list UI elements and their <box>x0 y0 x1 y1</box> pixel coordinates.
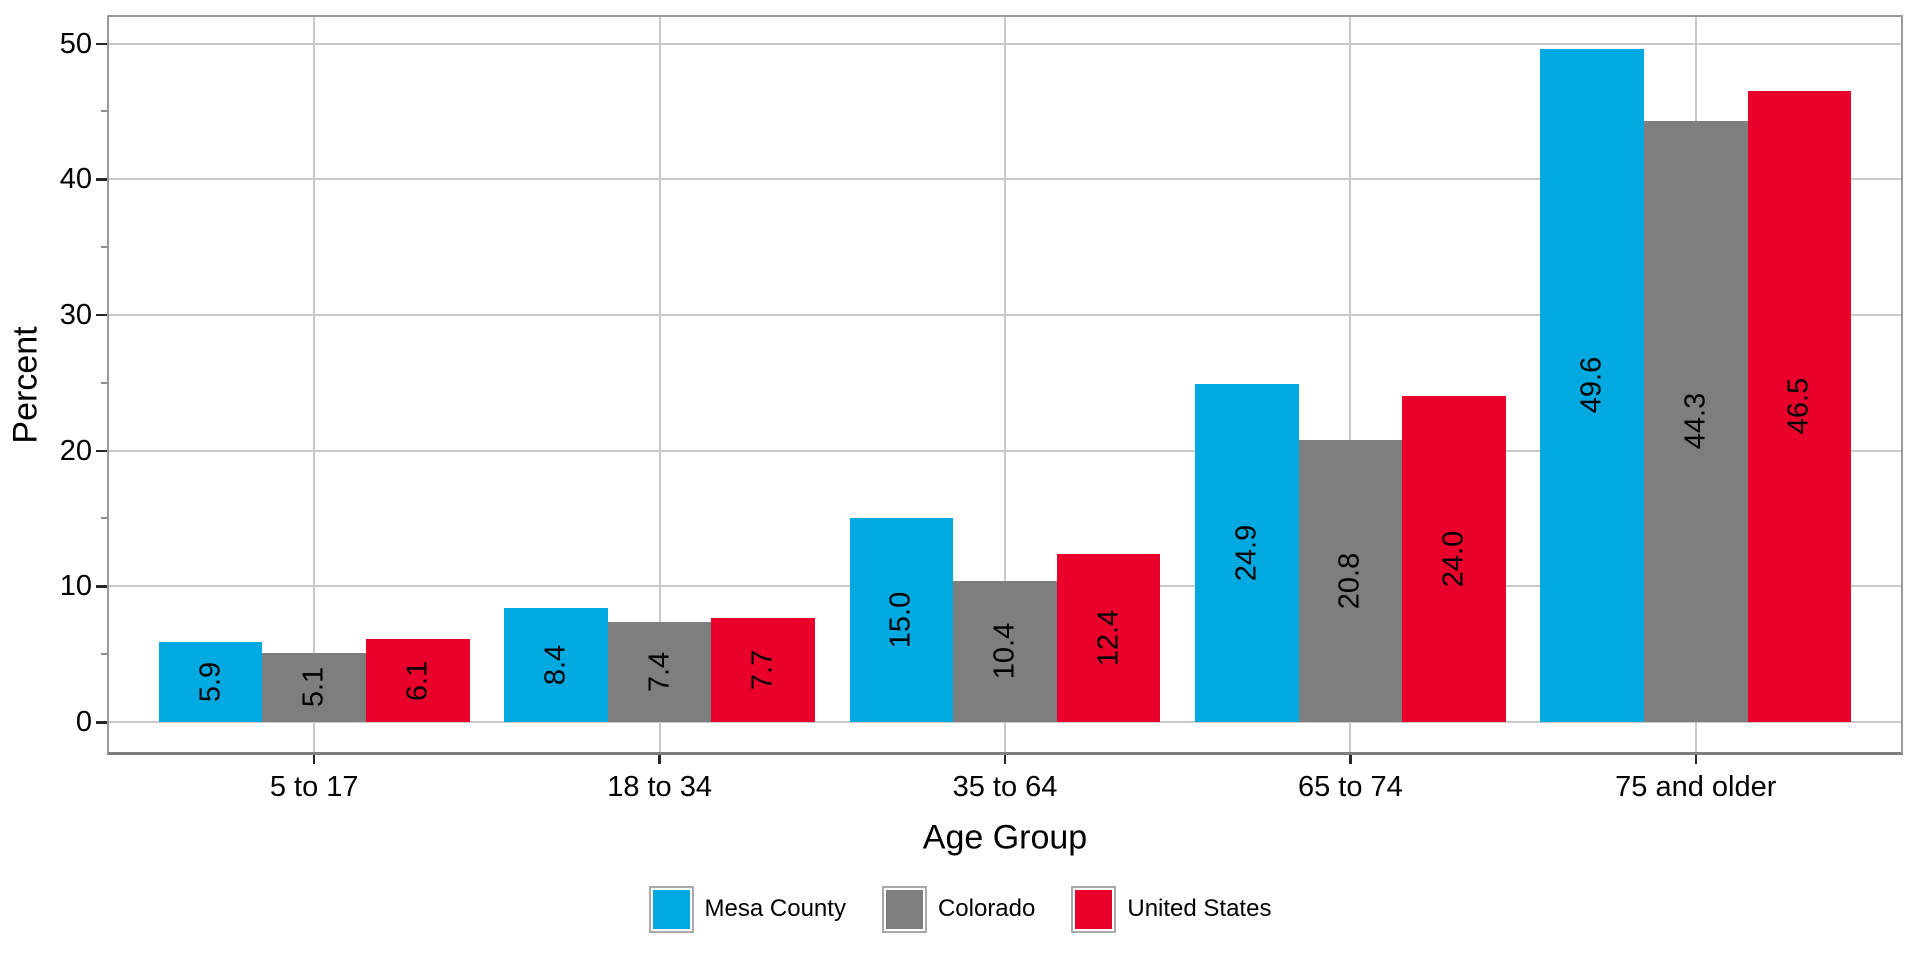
y-minor-tick <box>101 381 107 384</box>
bar-value-label: 49.6 <box>1575 357 1608 414</box>
gridline-horizontal <box>109 721 1901 723</box>
bar <box>1056 553 1161 722</box>
y-minor-tick <box>101 517 107 520</box>
bar <box>1747 90 1852 722</box>
bar-value-label: 24.9 <box>1230 524 1263 582</box>
legend-swatch <box>881 885 927 933</box>
y-axis-title: Percent <box>6 326 45 444</box>
gridline-vertical <box>1349 17 1352 752</box>
bar-value-label: 5.9 <box>194 661 227 703</box>
legend-swatch-fill <box>885 889 923 929</box>
legend-label: United States <box>1127 895 1272 922</box>
gridline-horizontal <box>109 449 1901 452</box>
bar-value-label: 46.5 <box>1782 378 1815 435</box>
bar <box>607 621 712 722</box>
legend-item: Colorado <box>881 885 1036 933</box>
gridline-horizontal <box>109 42 1901 45</box>
x-tick <box>312 755 316 764</box>
y-minor-tick <box>101 653 107 656</box>
bar-value-label: 8.4 <box>539 644 572 686</box>
y-major-tick <box>96 42 107 45</box>
bar <box>1298 439 1403 722</box>
y-minor-tick <box>101 110 107 113</box>
bar <box>1194 384 1299 722</box>
bar <box>1402 396 1506 722</box>
legend-item: United States <box>1071 885 1272 933</box>
x-tick-label: 65 to 74 <box>1297 771 1403 803</box>
y-tick-label: 30 <box>59 298 92 331</box>
x-tick-label: 35 to 64 <box>952 771 1058 803</box>
y-major-tick <box>96 313 107 317</box>
bar <box>1643 120 1748 722</box>
y-minor-tick <box>101 246 107 249</box>
gridline-horizontal <box>109 313 1901 316</box>
legend-swatch <box>648 885 694 933</box>
bar-value-label: 7.7 <box>746 649 779 690</box>
gridline-vertical <box>1004 17 1006 752</box>
x-tick <box>1349 755 1352 764</box>
bar-value-label: 44.3 <box>1679 393 1712 450</box>
legend-swatch <box>1071 885 1117 933</box>
y-tick-label: 20 <box>59 434 92 467</box>
legend-swatch-fill <box>1075 889 1113 929</box>
x-tick-label: 18 to 34 <box>607 771 713 803</box>
bar-value-label: 15.0 <box>884 591 917 649</box>
bar-value-label: 20.8 <box>1333 552 1366 610</box>
bar-value-label: 24.0 <box>1437 530 1470 588</box>
y-major-tick <box>96 449 107 453</box>
bar-value-label: 5.1 <box>297 667 330 708</box>
y-major-tick <box>96 178 107 181</box>
x-tick <box>658 755 661 764</box>
y-tick-label: 10 <box>59 570 92 603</box>
legend-label: Mesa County <box>704 895 846 922</box>
bar <box>158 641 263 722</box>
legend-item: Mesa County <box>648 885 846 933</box>
y-major-tick <box>96 721 107 724</box>
gridline-vertical <box>313 17 316 752</box>
bar-value-label: 12.4 <box>1092 609 1125 667</box>
bar <box>262 652 367 722</box>
y-tick-label: 0 <box>75 706 92 738</box>
bar <box>1540 48 1644 722</box>
x-tick-label: 5 to 17 <box>269 771 359 803</box>
legend-swatch-fill <box>652 889 690 929</box>
bar <box>504 608 608 722</box>
gridline-vertical <box>658 17 661 752</box>
y-tick-label: 50 <box>59 27 92 60</box>
x-tick <box>1694 755 1698 764</box>
bar-value-label: 6.1 <box>401 660 434 701</box>
x-tick-label: 75 and older <box>1615 771 1777 803</box>
bar-value-label: 10.4 <box>988 623 1021 680</box>
legend: Mesa County Colorado United States <box>0 884 1920 934</box>
y-tick-label: 40 <box>59 163 92 196</box>
y-major-tick <box>96 585 107 588</box>
legend-label: Colorado <box>937 895 1036 922</box>
x-axis-title: Age Group <box>922 818 1088 857</box>
bar <box>849 518 954 722</box>
bar-value-label: 7.4 <box>643 651 676 692</box>
bar <box>711 617 816 722</box>
gridline-horizontal <box>109 178 1901 181</box>
bar <box>366 639 470 722</box>
x-tick <box>1003 755 1007 764</box>
bar <box>953 580 1057 722</box>
